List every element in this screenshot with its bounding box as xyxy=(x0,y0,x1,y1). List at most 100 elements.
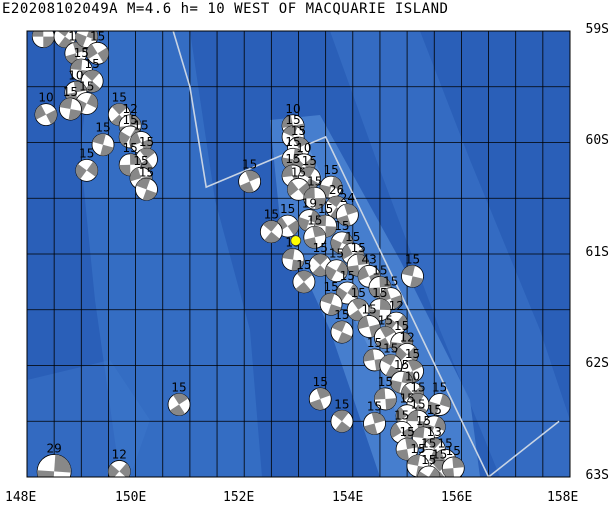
lat-label-60s: 60S xyxy=(585,133,609,148)
mechanism-depth-label: 15 xyxy=(432,381,447,395)
focal-mechanism: 15 xyxy=(118,141,142,177)
mechanism-depth-label: 15 xyxy=(340,269,355,283)
mechanism-depth-label: 15 xyxy=(394,358,409,372)
focal-mechanism: 15 xyxy=(303,213,327,249)
mechanism-depth-label: 12 xyxy=(112,447,127,461)
lon-label-154e: 154E xyxy=(332,490,364,505)
mechanism-depth-label: 19 xyxy=(302,197,317,211)
beachball-compressional-quadrant xyxy=(358,315,370,330)
focal-mechanism: 15 xyxy=(59,85,82,121)
mechanism-depth-label: 15 xyxy=(285,113,300,127)
mechanism-depth-label: 15 xyxy=(285,152,300,166)
beachball-compressional-quadrant xyxy=(70,59,83,71)
mechanism-depth-label: 15 xyxy=(372,263,387,277)
beachball-compressional-quadrant xyxy=(35,104,47,120)
beachball-compressional-quadrant xyxy=(390,422,402,439)
mechanism-depth-label: 15 xyxy=(334,219,349,233)
mechanism-depth-label: 15 xyxy=(405,252,420,266)
beachball-compressional-quadrant xyxy=(264,231,280,243)
focal-mechanism: 15 xyxy=(401,252,424,288)
plate-boundary-line xyxy=(172,31,560,477)
beachball-compressional-quadrant xyxy=(139,148,156,160)
mechanism-depth-label: 15 xyxy=(280,202,295,216)
beachball-compressional-quadrant xyxy=(239,181,254,193)
beachball-compressional-quadrant xyxy=(312,254,328,266)
beachball-compressional-quadrant xyxy=(408,393,424,405)
mechanism-depth-label: 15 xyxy=(285,135,300,149)
beachball-compressional-quadrant xyxy=(439,394,451,408)
beachball-compressional-quadrant xyxy=(401,371,413,385)
focal-mechanism: 15 xyxy=(238,158,262,193)
beachball-compressional-quadrant xyxy=(336,261,348,277)
beachball-compressional-quadrant xyxy=(100,144,114,156)
beachball-compressional-quadrant xyxy=(401,265,416,277)
beachball-compressional-quadrant xyxy=(405,438,418,450)
beachball-compressional-quadrant xyxy=(428,401,440,416)
mechanism-depth-label: 15 xyxy=(345,230,360,244)
beachball-compressional-quadrant xyxy=(287,180,299,197)
beachball-compressional-quadrant xyxy=(75,163,87,180)
focal-mechanism: 12 xyxy=(107,447,131,477)
beachball-compressional-quadrant xyxy=(396,406,408,423)
lat-label-63s: 63S xyxy=(585,468,609,483)
mechanism-depth-label: 15 xyxy=(79,146,94,160)
mechanism-depth-label: 15 xyxy=(323,280,338,294)
focal-mechanism: 15 xyxy=(303,174,327,210)
event-epicenter-marker xyxy=(290,235,302,247)
mechanism-depth-label: 10 xyxy=(38,91,53,105)
beachball-compressional-quadrant xyxy=(363,349,375,362)
lon-label-148e: 148E xyxy=(5,490,37,505)
beachball-compressional-quadrant xyxy=(119,164,131,176)
beachball-compressional-quadrant xyxy=(327,304,342,316)
lon-label-156e: 156E xyxy=(441,490,473,505)
mechanism-depth-label: 15 xyxy=(302,154,317,168)
beachball-compressional-quadrant xyxy=(396,449,410,461)
beachball-compressional-quadrant xyxy=(406,410,419,422)
focal-mechanism: 24 xyxy=(335,191,359,227)
beachball-compressional-quadrant xyxy=(86,31,98,41)
beachball-compressional-quadrant xyxy=(142,189,157,201)
beachball-compressional-quadrant xyxy=(442,468,455,477)
mechanism-depth-label: 15 xyxy=(323,163,338,177)
mechanism-depth-label: 15 xyxy=(291,165,306,179)
beachball-compressional-quadrant xyxy=(84,81,101,93)
mechanism-depth-label: 26 xyxy=(329,183,344,197)
beachball-compressional-quadrant xyxy=(385,398,397,410)
beachball-compressional-quadrant xyxy=(262,220,279,232)
mechanism-depth-label: 15 xyxy=(296,258,311,272)
mechanism-depth-label: 15 xyxy=(123,141,138,155)
mechanism-depth-label: 12 xyxy=(123,102,138,116)
focal-mechanism: 15 xyxy=(395,425,419,461)
beachball-compressional-quadrant xyxy=(379,276,391,288)
focal-mechanism: 15 xyxy=(346,286,370,322)
beachball-compressional-quadrant xyxy=(59,98,73,110)
focal-mechanism: 15 xyxy=(259,208,283,244)
beachball-compressional-quadrant xyxy=(325,265,337,281)
focal-mechanism: 15 xyxy=(129,119,153,154)
lon-label-152e: 152E xyxy=(223,490,255,505)
focal-mechanism: 15 xyxy=(330,308,354,344)
focal-mechanism: 15 xyxy=(80,57,104,93)
beachball-compressional-quadrant xyxy=(347,283,359,300)
beachball-compressional-quadrant xyxy=(417,471,429,477)
mechanism-depth-label: 15 xyxy=(123,113,138,127)
focal-mechanism: 15 xyxy=(335,269,359,305)
beachball-compressional-quadrant xyxy=(331,321,347,333)
focal-mechanism: 15 xyxy=(75,146,99,182)
beachball-compressional-quadrant xyxy=(335,421,351,433)
mechanism-depth-label: 15 xyxy=(383,275,398,289)
beachball-compressional-quadrant xyxy=(130,132,142,147)
focal-mechanism: 15 xyxy=(86,31,109,65)
lon-label-158e: 158E xyxy=(547,490,579,505)
beachball-compressional-quadrant xyxy=(282,165,294,178)
beachball-compressional-quadrant xyxy=(330,238,342,253)
focal-mechanism: 15 xyxy=(319,280,343,316)
beachball-compressional-quadrant xyxy=(434,416,446,431)
mechanism-depth-label: 15 xyxy=(264,208,279,222)
lat-label-59s: 59S xyxy=(585,22,609,37)
lat-label-62s: 62S xyxy=(585,356,609,371)
beachball-compressional-quadrant xyxy=(309,398,324,410)
focal-mechanism: 15 xyxy=(292,258,316,294)
beachball-compressional-quadrant xyxy=(363,423,378,435)
mechanism-depth-label: 15 xyxy=(394,408,409,422)
